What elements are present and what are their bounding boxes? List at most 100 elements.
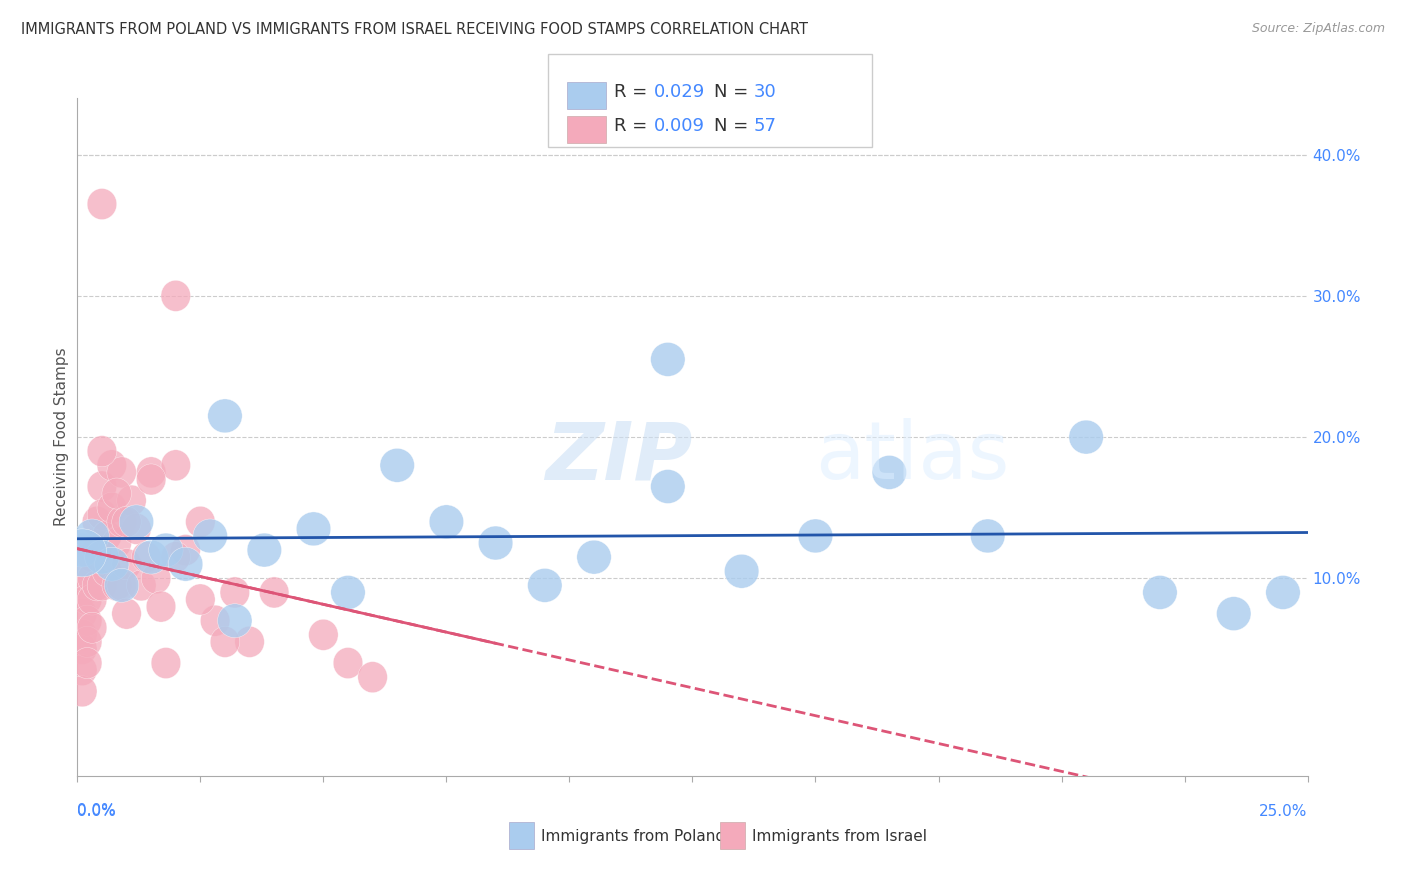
Ellipse shape bbox=[872, 456, 907, 490]
Ellipse shape bbox=[429, 505, 464, 539]
Ellipse shape bbox=[186, 584, 215, 615]
Ellipse shape bbox=[380, 449, 415, 483]
Ellipse shape bbox=[87, 471, 117, 502]
Ellipse shape bbox=[651, 343, 685, 376]
Text: 0.0%: 0.0% bbox=[77, 805, 117, 819]
Text: 0.029: 0.029 bbox=[654, 83, 704, 101]
Ellipse shape bbox=[67, 577, 97, 608]
Text: 25.0%: 25.0% bbox=[1260, 805, 1308, 819]
Text: 57: 57 bbox=[754, 117, 776, 135]
Text: 0.009: 0.009 bbox=[654, 117, 704, 135]
Ellipse shape bbox=[127, 570, 156, 601]
Ellipse shape bbox=[1069, 420, 1104, 454]
Ellipse shape bbox=[186, 507, 215, 537]
Ellipse shape bbox=[221, 577, 250, 608]
Ellipse shape bbox=[359, 662, 388, 693]
Ellipse shape bbox=[162, 541, 191, 573]
Text: Immigrants from Poland: Immigrants from Poland bbox=[541, 830, 725, 844]
Ellipse shape bbox=[136, 464, 166, 495]
Ellipse shape bbox=[146, 591, 176, 622]
Ellipse shape bbox=[576, 541, 612, 574]
Ellipse shape bbox=[103, 478, 132, 509]
Y-axis label: Receiving Food Stamps: Receiving Food Stamps bbox=[53, 348, 69, 526]
Ellipse shape bbox=[82, 507, 112, 537]
Ellipse shape bbox=[333, 648, 363, 679]
Ellipse shape bbox=[107, 507, 136, 537]
Ellipse shape bbox=[87, 188, 117, 219]
Ellipse shape bbox=[87, 570, 117, 601]
Ellipse shape bbox=[73, 626, 103, 657]
Ellipse shape bbox=[172, 534, 201, 566]
Ellipse shape bbox=[162, 280, 191, 311]
Ellipse shape bbox=[117, 485, 146, 516]
Ellipse shape bbox=[67, 619, 97, 650]
Ellipse shape bbox=[67, 599, 97, 629]
Ellipse shape bbox=[67, 676, 97, 706]
Ellipse shape bbox=[77, 563, 107, 594]
Ellipse shape bbox=[799, 519, 832, 553]
Ellipse shape bbox=[73, 648, 103, 679]
Ellipse shape bbox=[97, 450, 127, 481]
Text: Source: ZipAtlas.com: Source: ZipAtlas.com bbox=[1251, 22, 1385, 36]
Ellipse shape bbox=[247, 533, 281, 567]
Ellipse shape bbox=[87, 435, 117, 467]
Ellipse shape bbox=[82, 570, 112, 601]
Text: R =: R = bbox=[614, 83, 654, 101]
Ellipse shape bbox=[82, 534, 112, 566]
Text: Immigrants from Israel: Immigrants from Israel bbox=[752, 830, 927, 844]
Ellipse shape bbox=[73, 605, 103, 636]
Ellipse shape bbox=[93, 520, 122, 551]
Ellipse shape bbox=[162, 450, 191, 481]
Ellipse shape bbox=[67, 655, 97, 686]
Ellipse shape bbox=[970, 519, 1005, 553]
Ellipse shape bbox=[1216, 597, 1251, 631]
Ellipse shape bbox=[77, 541, 107, 573]
Ellipse shape bbox=[211, 626, 240, 657]
Ellipse shape bbox=[134, 541, 169, 574]
Text: IMMIGRANTS FROM POLAND VS IMMIGRANTS FROM ISRAEL RECEIVING FOOD STAMPS CORRELATI: IMMIGRANTS FROM POLAND VS IMMIGRANTS FRO… bbox=[21, 22, 808, 37]
Ellipse shape bbox=[330, 575, 366, 609]
Ellipse shape bbox=[1265, 575, 1301, 609]
Ellipse shape bbox=[94, 548, 129, 582]
Ellipse shape bbox=[193, 519, 228, 553]
Ellipse shape bbox=[58, 529, 107, 577]
Ellipse shape bbox=[201, 605, 231, 636]
Ellipse shape bbox=[120, 505, 153, 539]
Ellipse shape bbox=[104, 568, 139, 602]
Ellipse shape bbox=[67, 633, 97, 665]
Ellipse shape bbox=[93, 556, 122, 587]
Ellipse shape bbox=[75, 519, 110, 553]
Ellipse shape bbox=[84, 541, 120, 574]
Ellipse shape bbox=[65, 533, 100, 567]
Ellipse shape bbox=[103, 570, 132, 601]
Ellipse shape bbox=[132, 541, 162, 573]
Ellipse shape bbox=[527, 568, 562, 602]
Text: ZIP: ZIP bbox=[546, 418, 692, 497]
Ellipse shape bbox=[97, 492, 127, 524]
Ellipse shape bbox=[107, 457, 136, 488]
Ellipse shape bbox=[122, 514, 152, 544]
Ellipse shape bbox=[149, 533, 183, 567]
Ellipse shape bbox=[1143, 575, 1177, 609]
Text: 30: 30 bbox=[754, 83, 776, 101]
Ellipse shape bbox=[152, 648, 181, 679]
Text: 0.0%: 0.0% bbox=[77, 803, 117, 818]
Ellipse shape bbox=[208, 399, 242, 433]
Ellipse shape bbox=[112, 507, 142, 537]
Ellipse shape bbox=[136, 457, 166, 488]
Text: N =: N = bbox=[714, 117, 754, 135]
Ellipse shape bbox=[651, 469, 685, 503]
Ellipse shape bbox=[112, 599, 142, 629]
Ellipse shape bbox=[107, 570, 136, 601]
Ellipse shape bbox=[169, 548, 202, 582]
Ellipse shape bbox=[218, 604, 252, 638]
Ellipse shape bbox=[142, 563, 172, 594]
Ellipse shape bbox=[73, 563, 103, 594]
Ellipse shape bbox=[112, 549, 142, 580]
Text: atlas: atlas bbox=[815, 418, 1010, 497]
Text: R =: R = bbox=[614, 117, 654, 135]
Ellipse shape bbox=[87, 500, 117, 531]
Ellipse shape bbox=[77, 584, 107, 615]
Ellipse shape bbox=[297, 512, 330, 546]
Ellipse shape bbox=[235, 626, 264, 657]
